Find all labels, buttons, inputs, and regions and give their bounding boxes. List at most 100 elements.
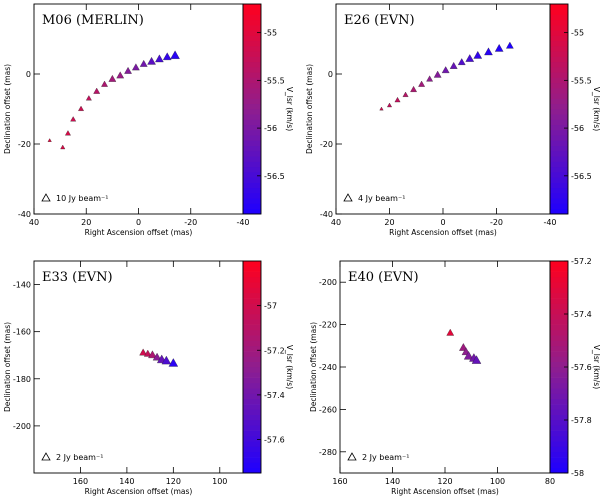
colorbar-band: [550, 193, 568, 199]
colorbar-band: [550, 156, 568, 162]
maser-spot: [457, 58, 466, 65]
colorbar-band: [550, 266, 568, 272]
x-axis-label: Right Ascension offset (mas): [85, 228, 193, 237]
colorbar-tick-label: -57.2: [571, 257, 592, 266]
colorbar-band: [550, 335, 568, 341]
colorbar-band: [550, 161, 568, 168]
colorbar-band: [550, 457, 568, 463]
colorbar-band: [243, 67, 261, 73]
maser-spot: [433, 70, 442, 78]
colorbar-band: [550, 114, 568, 120]
colorbar-band: [243, 276, 261, 283]
colorbar-band: [550, 40, 568, 47]
chart-panel-4: 160 140 120 100 80 -200 -220 -240 -260 -280 Right …: [309, 257, 600, 496]
colorbar-band: [243, 46, 261, 52]
x-tick-label: 0: [440, 218, 445, 227]
y-tick-label: -220: [319, 321, 337, 330]
maser-spot: [170, 50, 180, 59]
colorbar-band: [243, 457, 261, 463]
colorbar-band: [243, 319, 261, 325]
colorbar-band: [550, 140, 568, 147]
y-tick-label: 0: [328, 70, 333, 79]
maser-spot: [152, 352, 162, 361]
colorbar-band: [550, 98, 568, 105]
colorbar-band: [243, 166, 261, 173]
colorbar-band: [243, 414, 261, 421]
x-tick-label: 120: [437, 477, 452, 486]
maser-spot: [161, 355, 172, 365]
colorbar-tick-label: -55.5: [571, 76, 592, 85]
colorbar-band: [243, 61, 261, 68]
colorbar-band: [243, 98, 261, 105]
colorbar-band: [550, 319, 568, 325]
x-tick-label: 160: [73, 477, 88, 486]
colorbar-band: [243, 467, 261, 474]
colorbar-band: [550, 25, 568, 31]
colorbar-band: [550, 19, 568, 26]
colorbar-band: [243, 203, 261, 210]
maser-spot: [148, 350, 157, 359]
x-tick-label: 0: [136, 218, 141, 227]
colorbar-band: [550, 14, 568, 21]
colorbar-band: [243, 356, 261, 362]
colorbar-band: [243, 135, 261, 141]
colorbar-label: V_lsr (km/s): [592, 87, 600, 131]
colorbar-tick-label: -55: [264, 29, 277, 38]
colorbar-band: [550, 187, 568, 194]
colorbar-band: [243, 282, 261, 288]
colorbar-band: [243, 182, 261, 189]
colorbar-band: [550, 119, 568, 126]
maser-spot: [85, 95, 92, 101]
colorbar-band: [243, 35, 261, 42]
panel-title: E26 (EVN): [344, 13, 415, 28]
colorbar-band: [550, 51, 568, 57]
colorbar-band: [243, 388, 261, 394]
colorbar-band: [243, 187, 261, 194]
maser-spot: [394, 96, 401, 103]
panel-title: E40 (EVN): [348, 270, 419, 285]
colorbar-band: [243, 56, 261, 63]
colorbar-band: [243, 451, 261, 458]
colorbar-band: [550, 404, 568, 410]
x-tick-label: 100: [490, 477, 505, 486]
colorbar-band: [243, 208, 261, 215]
colorbar-band: [550, 324, 568, 331]
maser-spot: [441, 66, 450, 74]
beam-scale-icon: [347, 452, 357, 461]
x-tick-label: 100: [212, 477, 227, 486]
colorbar-band: [243, 77, 261, 84]
colorbar-band: [243, 382, 261, 389]
colorbar-band: [243, 114, 261, 120]
y-tick-label: -240: [319, 363, 337, 372]
colorbar-band: [243, 151, 261, 157]
colorbar-band: [243, 82, 261, 89]
colorbar-band: [550, 151, 568, 157]
colorbar-band: [550, 77, 568, 84]
x-tick-label: 20: [81, 218, 91, 227]
maser-spot: [116, 71, 125, 79]
colorbar-band: [550, 88, 568, 94]
colorbar-band: [550, 103, 568, 110]
colorbar-band: [550, 287, 568, 294]
colorbar-band: [550, 345, 568, 352]
colorbar-band: [550, 388, 568, 394]
plot-frame: [339, 260, 551, 474]
colorbar-band: [550, 393, 568, 400]
colorbar-band: [550, 4, 568, 10]
y-axis-label: Declination offset (mas): [309, 322, 318, 412]
colorbar-label: V_lsr (km/s): [285, 87, 294, 131]
colorbar-band: [550, 367, 568, 373]
maser-spot: [410, 85, 417, 92]
colorbar-tick-label: -57.4: [571, 310, 592, 319]
maser-spot: [65, 130, 71, 136]
colorbar-band: [550, 414, 568, 421]
x-tick-label: 40: [331, 218, 341, 227]
colorbar-band: [243, 393, 261, 400]
colorbar-band: [243, 193, 261, 199]
x-tick-label: -20: [184, 218, 197, 227]
y-tick-label: -20: [320, 140, 333, 149]
colorbar-band: [243, 441, 261, 447]
maser-spot: [132, 63, 140, 71]
colorbar-band: [550, 177, 568, 183]
